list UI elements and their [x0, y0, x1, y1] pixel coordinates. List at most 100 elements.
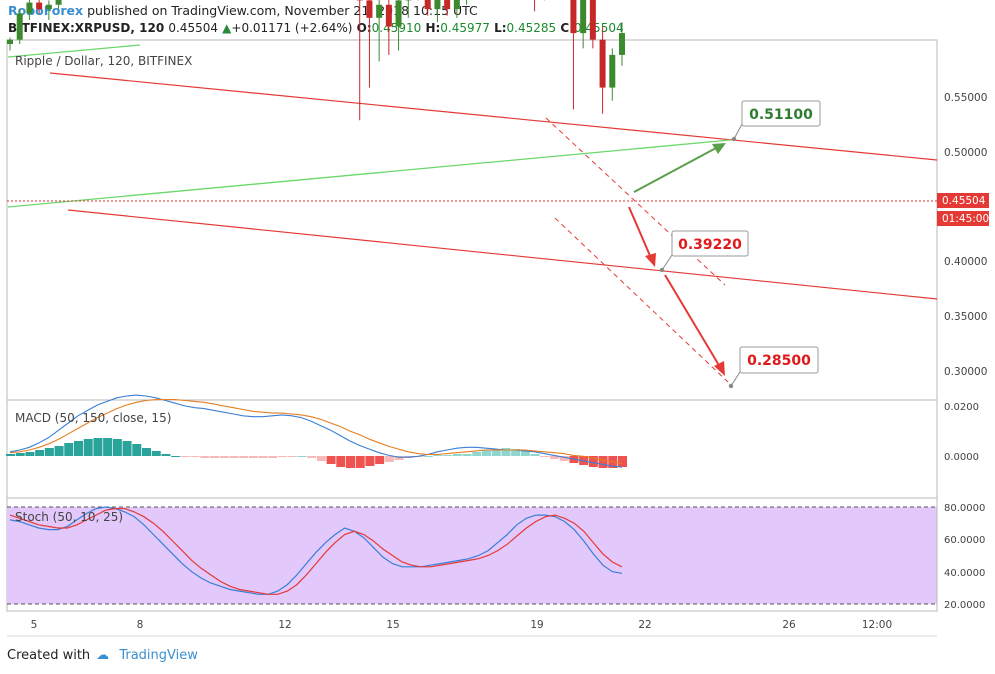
macd-histogram-bar: [287, 456, 297, 457]
stoch-d-line[interactable]: [9, 508, 623, 595]
candle-body[interactable]: [376, 4, 383, 18]
low-label: L:: [494, 21, 507, 35]
candle-body[interactable]: [385, 4, 392, 27]
dashed-channel-upper[interactable]: [545, 117, 726, 286]
channel-upper-line[interactable]: [49, 72, 938, 161]
price-pane[interactable]: [6, 39, 938, 401]
macd-histogram-bar: [588, 456, 598, 467]
candle-body[interactable]: [580, 0, 587, 34]
macd-histogram-bar: [443, 455, 453, 456]
macd-signal-line[interactable]: [9, 399, 623, 465]
price-tick-0: 0.55000: [944, 92, 987, 104]
green-trend-line[interactable]: [7, 139, 731, 208]
macd-histogram-bar: [248, 456, 258, 458]
macd-histogram-bar: [394, 456, 404, 460]
arrow-down-head-1-icon: [645, 253, 656, 267]
arrow-down-projection-1[interactable]: [628, 206, 652, 259]
target-1-box[interactable]: [741, 100, 821, 127]
macd-histogram-bar: [326, 456, 336, 464]
time-tick-7: 12:00: [862, 619, 892, 631]
stoch-tick-1: 60.0000: [944, 535, 985, 546]
macd-histogram-bar: [200, 456, 210, 458]
last-price: 0.45504: [168, 21, 218, 35]
macd-histogram-bar: [559, 456, 569, 461]
macd-histogram-bar: [171, 456, 181, 457]
time-tick-1: 8: [137, 619, 144, 631]
macd-histogram-bar: [472, 452, 482, 456]
tradingview-link[interactable]: TradingView: [119, 648, 198, 663]
created-with-text: Created with: [7, 648, 91, 663]
countdown-text: 01:45:00: [942, 213, 989, 225]
macd-tick-1: 0.0000: [944, 452, 979, 463]
candlestick-series[interactable]: [7, 0, 625, 121]
candle-body[interactable]: [16, 13, 23, 40]
green-trend-line-upper[interactable]: [7, 44, 141, 58]
candle-body[interactable]: [45, 4, 52, 10]
candle-body[interactable]: [609, 54, 616, 88]
candle-body[interactable]: [55, 0, 62, 5]
macd-histogram-bar: [423, 456, 433, 457]
macd-label: MACD (50, 150, close, 15): [15, 411, 171, 425]
candle-body[interactable]: [434, 0, 441, 10]
candle-body[interactable]: [619, 33, 625, 55]
macd-histogram-bar: [375, 456, 385, 464]
macd-histogram-bar: [239, 456, 249, 458]
open-value: 0.45910: [371, 21, 422, 35]
macd-histogram-bar: [346, 456, 355, 468]
candle-body[interactable]: [570, 0, 577, 34]
candle-body[interactable]: [424, 0, 431, 10]
time-tick-4: 19: [530, 619, 543, 631]
macd-histogram-bar: [297, 456, 307, 457]
price-change: +0.01171 (+2.64%): [231, 21, 353, 35]
macd-histogram-bar: [25, 452, 35, 456]
target-1-dot: [731, 136, 737, 142]
candle-body[interactable]: [395, 0, 402, 27]
target-2-box[interactable]: [671, 230, 749, 257]
chart-title: Ripple / Dollar, 120, BITFINEX: [15, 54, 192, 68]
macd-histogram-bar: [550, 456, 559, 459]
stoch-band: [7, 507, 937, 604]
macd-histogram-bar: [112, 439, 122, 456]
candle-body[interactable]: [589, 0, 596, 40]
macd-histogram-bar: [384, 456, 394, 462]
candle-body[interactable]: [453, 0, 460, 10]
macd-histogram-bar: [190, 456, 200, 457]
macd-histogram-bar: [501, 448, 511, 456]
candle-body[interactable]: [444, 0, 451, 10]
stoch-label: Stoch (50, 10, 25): [15, 510, 123, 524]
macd-histogram-bar: [307, 456, 317, 458]
macd-tick-0: 0.0200: [944, 402, 979, 413]
channel-lower-line[interactable]: [67, 209, 938, 300]
arrow-down-head-2-icon: [714, 361, 725, 376]
macd-histogram-bar: [161, 454, 171, 456]
macd-indicator[interactable]: [6, 394, 627, 468]
price-tick-5: 0.30000: [944, 366, 987, 378]
candle-body[interactable]: [599, 39, 606, 88]
time-tick-0: 5: [31, 619, 38, 631]
target-1-pointer: [733, 123, 743, 140]
target-3-dot: [728, 383, 734, 389]
macd-histogram-bar: [355, 456, 365, 468]
candle-body[interactable]: [7, 39, 13, 44]
target-1-label: 0.51100: [749, 107, 813, 123]
stoch-indicator[interactable]: [9, 506, 623, 595]
candle-body[interactable]: [26, 2, 33, 14]
arrow-up-projection[interactable]: [633, 147, 717, 193]
macd-histogram-bar: [151, 451, 161, 456]
candle-body[interactable]: [366, 0, 373, 18]
arrow-down-projection-2[interactable]: [664, 274, 721, 368]
target-3-box[interactable]: [739, 346, 819, 374]
tradingview-logo-icon[interactable]: ☁: [96, 648, 110, 663]
target-2-dot: [659, 267, 665, 273]
macd-histogram-bar: [93, 438, 103, 456]
symbol-label[interactable]: BITFINEX:XRPUSD, 120: [8, 21, 165, 35]
macd-histogram-bar: [540, 456, 550, 457]
candle-body[interactable]: [36, 2, 43, 10]
stoch-k-line[interactable]: [9, 506, 623, 595]
target-3-label: 0.28500: [747, 353, 811, 369]
dashed-channel-lower[interactable]: [554, 217, 729, 383]
macd-histogram-bar: [268, 456, 278, 458]
time-tick-6: 26: [782, 619, 796, 631]
high-value: 0.45977: [440, 21, 490, 35]
